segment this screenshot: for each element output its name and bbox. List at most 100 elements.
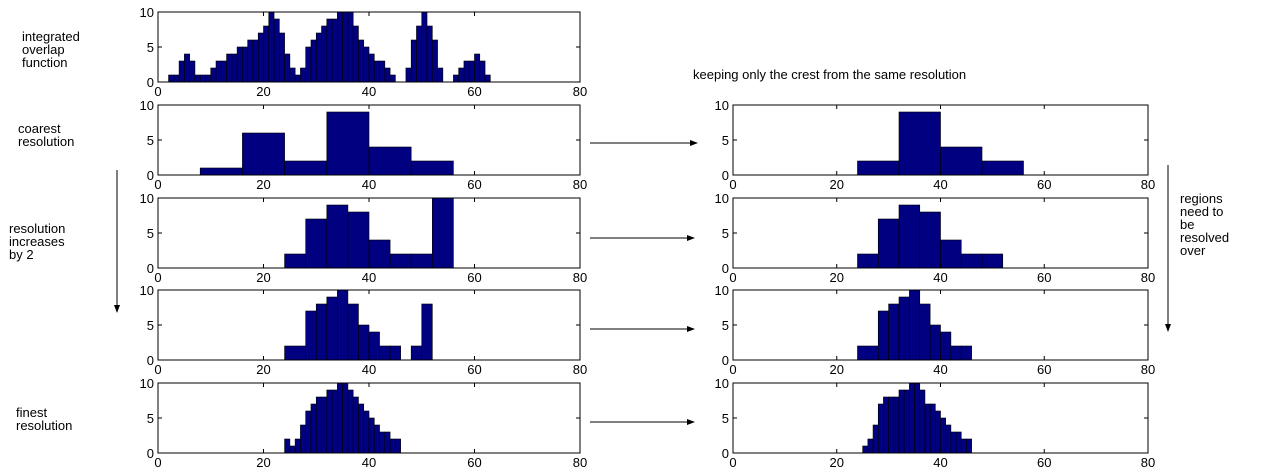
y-tick-label: 5 — [722, 226, 729, 241]
bar — [410, 39, 417, 83]
bar — [363, 410, 370, 454]
bar — [315, 32, 322, 83]
bar — [384, 67, 391, 83]
x-tick-label: 80 — [573, 362, 587, 377]
bar — [273, 18, 280, 83]
bar — [178, 60, 185, 83]
bar — [479, 60, 486, 83]
x-tick-label: 40 — [933, 455, 947, 470]
bar — [940, 331, 952, 361]
chart-finest-left: 0 20 40 60 80 0 5 10 — [140, 376, 588, 470]
y-tick-label: 0 — [147, 75, 154, 90]
y-tick-label: 0 — [722, 446, 729, 461]
label-keeping-crest: keeping only the crest from the same res… — [693, 67, 967, 82]
bar — [184, 53, 190, 83]
bar — [379, 431, 386, 454]
bar — [173, 74, 180, 83]
bar — [960, 438, 967, 454]
bar — [294, 74, 301, 83]
bar — [919, 211, 941, 269]
bar — [331, 389, 338, 454]
bar — [326, 18, 333, 83]
bar — [189, 60, 196, 83]
bar — [867, 438, 874, 454]
bar — [310, 403, 317, 454]
x-tick-label: 60 — [467, 455, 481, 470]
bar — [358, 39, 365, 83]
bar — [168, 74, 175, 83]
x-tick-label: 80 — [1141, 362, 1155, 377]
bar — [321, 396, 328, 454]
bar — [893, 396, 900, 454]
bar — [484, 74, 491, 83]
bar — [279, 32, 285, 83]
bar — [888, 303, 900, 361]
x-tick-label: 20 — [256, 84, 270, 99]
bar — [215, 60, 222, 83]
bar — [247, 39, 254, 83]
bar — [289, 67, 296, 83]
y-tick-label: 10 — [715, 98, 729, 113]
bar — [331, 18, 338, 83]
bar — [242, 46, 248, 83]
y-tick-label: 10 — [140, 283, 154, 298]
bar — [421, 303, 433, 361]
y-tick-label: 0 — [147, 353, 154, 368]
bar — [426, 25, 433, 83]
bar — [368, 146, 412, 176]
bar — [199, 167, 243, 176]
label-integrated-overlap-function: integrated overlap function — [22, 29, 80, 70]
y-tick-label: 5 — [722, 133, 729, 148]
bar — [410, 253, 433, 269]
x-tick-label: 80 — [1141, 177, 1155, 192]
chart-coarsest-left: 0 20 40 60 80 0 5 10 — [140, 98, 588, 192]
bar — [909, 382, 915, 454]
y-tick-label: 5 — [147, 411, 154, 426]
x-tick-label: 60 — [467, 362, 481, 377]
bar — [929, 324, 941, 361]
x-tick-label: 40 — [362, 362, 376, 377]
y-tick-label: 0 — [147, 168, 154, 183]
bar — [389, 74, 396, 83]
bar — [268, 11, 275, 83]
x-tick-label: 20 — [830, 455, 844, 470]
bar — [384, 431, 391, 454]
bar — [410, 160, 454, 176]
x-tick-label: 0 — [154, 84, 161, 99]
bar — [315, 396, 322, 454]
bar — [368, 239, 391, 269]
bar — [950, 345, 962, 361]
x-tick-label: 0 — [154, 177, 161, 192]
bar — [950, 431, 957, 454]
bar — [924, 403, 931, 454]
x-tick-label: 60 — [1037, 270, 1051, 285]
bar — [347, 211, 370, 269]
bar — [395, 438, 401, 454]
bar — [898, 296, 910, 361]
bar — [389, 438, 396, 454]
x-tick-label: 20 — [256, 177, 270, 192]
y-tick-label: 10 — [715, 191, 729, 206]
bar — [935, 410, 941, 454]
bar — [231, 53, 238, 83]
bar — [342, 11, 349, 83]
bar — [315, 303, 328, 361]
bar — [940, 239, 962, 269]
chart-res3-right: 0 20 40 60 80 0 5 10 — [715, 283, 1156, 377]
bar — [981, 253, 1004, 269]
bar — [857, 345, 879, 361]
bar — [242, 132, 285, 176]
bar — [903, 389, 910, 454]
x-tick-label: 80 — [573, 177, 587, 192]
bar — [373, 424, 380, 454]
chart-res2-left: 0 20 40 60 80 0 5 10 — [140, 191, 588, 285]
chart-integrated-overlap: 0 20 40 60 80 0 5 10 — [140, 5, 588, 99]
bar — [966, 438, 972, 454]
bar — [284, 253, 307, 269]
bar — [877, 310, 889, 361]
bar — [919, 389, 926, 454]
bar — [305, 310, 317, 361]
y-tick-label: 5 — [147, 318, 154, 333]
bar — [877, 403, 884, 454]
